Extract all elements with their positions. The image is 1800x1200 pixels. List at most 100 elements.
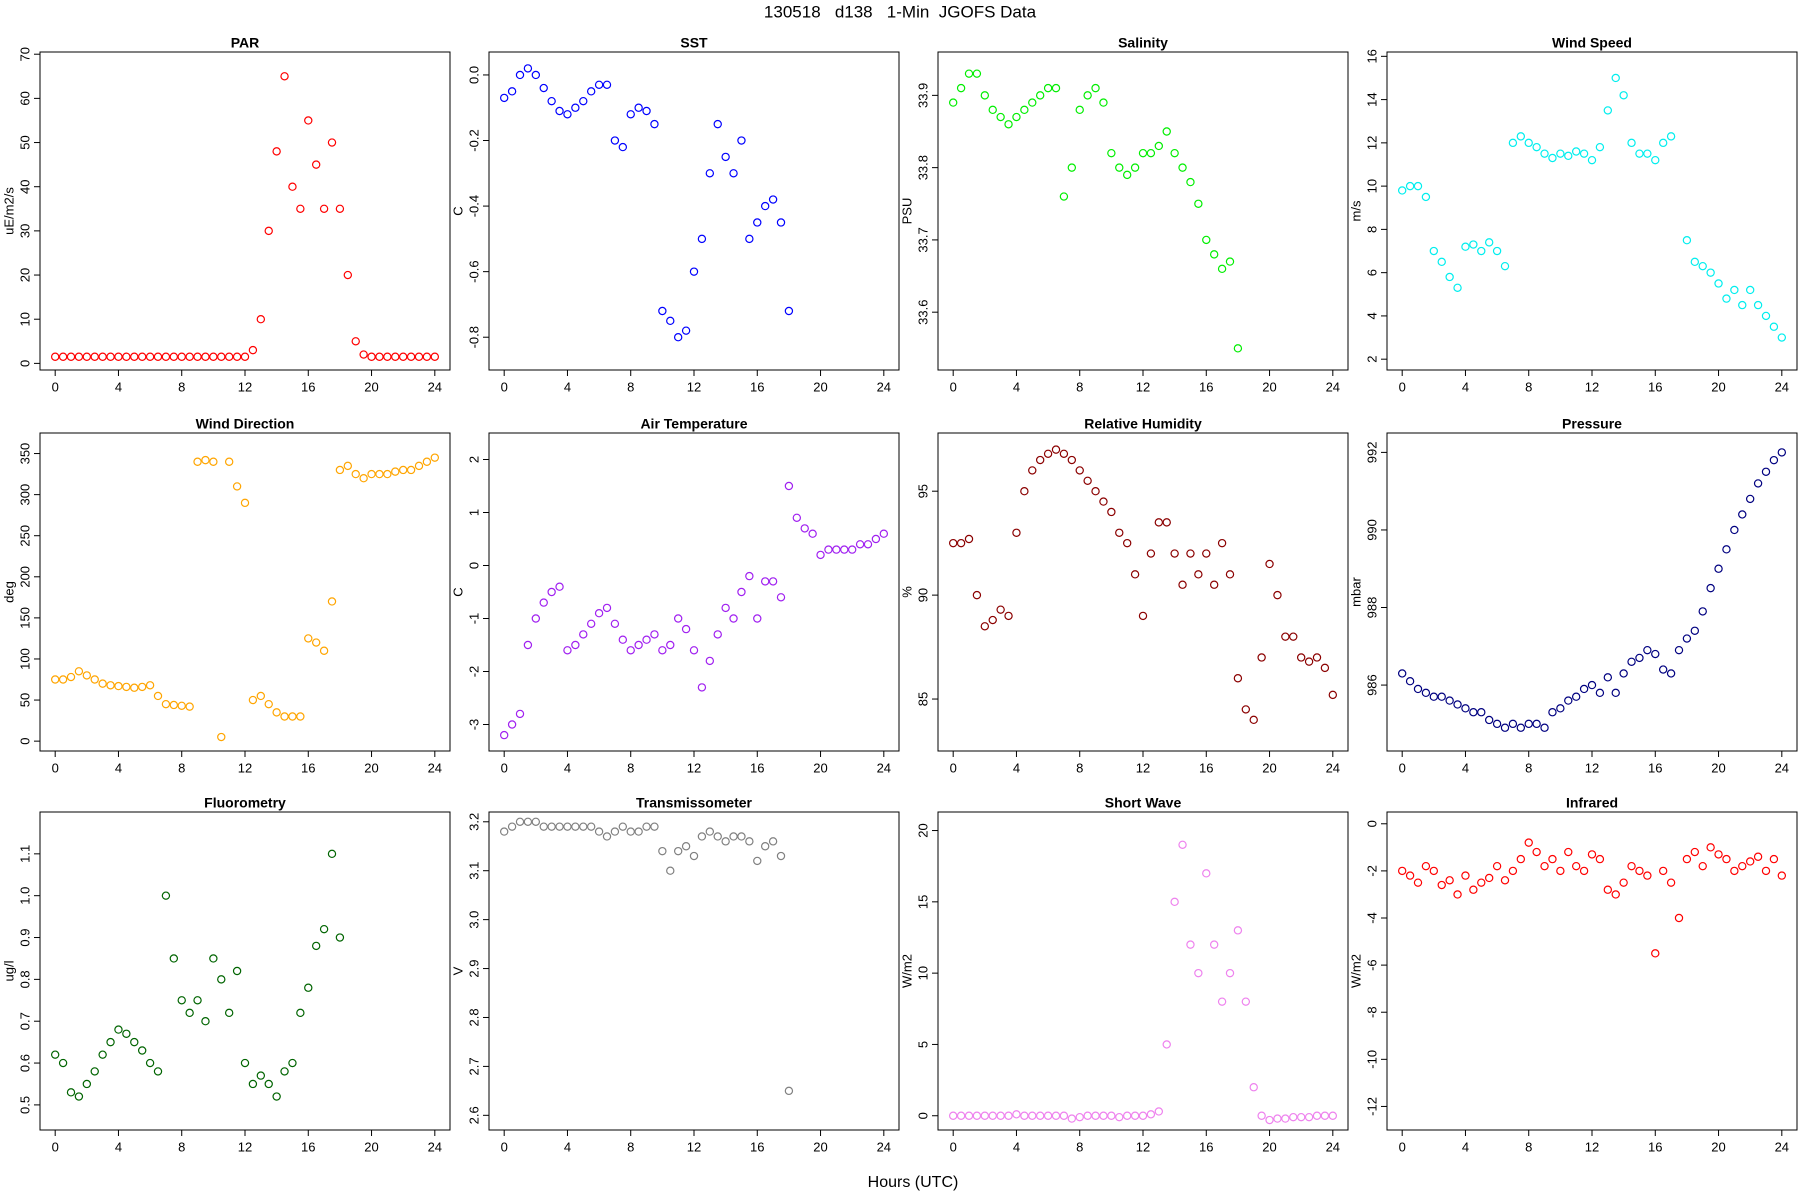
- data-point: [1745, 494, 1755, 504]
- data-point: [689, 267, 699, 276]
- data-point: [351, 337, 360, 346]
- y-tick-label: 986: [1364, 674, 1379, 696]
- data-point: [1265, 1115, 1274, 1125]
- x-tick-label: 8: [1525, 379, 1532, 394]
- panel: PAR uE/m2/s 0 4 8 12 16 20 24 0 10 20 30 40 50 60 70: [1, 35, 451, 394]
- data-point: [507, 720, 517, 729]
- data-point: [594, 827, 604, 836]
- data-point: [1186, 940, 1195, 949]
- y-tick-label: 250: [17, 525, 32, 547]
- data-point: [776, 593, 786, 602]
- data-point: [1658, 138, 1668, 148]
- data-point: [1540, 149, 1549, 158]
- panel-title: Short Wave: [1105, 795, 1182, 811]
- y-tick-label: 300: [17, 484, 32, 506]
- data-point: [311, 941, 321, 951]
- data-point: [531, 614, 541, 623]
- data-point: [122, 682, 131, 692]
- data-point: [1453, 283, 1462, 292]
- data-point: [948, 1111, 958, 1120]
- data-point: [304, 634, 313, 643]
- data-point: [1651, 949, 1660, 958]
- y-axis-label: W/m2: [899, 954, 914, 988]
- data-point: [137, 682, 147, 692]
- data-point: [1500, 723, 1510, 732]
- y-tick-label: -12: [1364, 1097, 1379, 1116]
- data-point: [1524, 138, 1533, 148]
- x-tick-label: 0: [1399, 379, 1406, 394]
- data-point: [1690, 626, 1700, 635]
- data-point: [1571, 692, 1581, 701]
- data-point: [1437, 257, 1446, 267]
- data-point: [871, 534, 881, 544]
- data-point: [422, 352, 432, 361]
- y-tick-label: 15: [915, 895, 930, 909]
- data-point: [705, 827, 715, 836]
- data-point: [555, 582, 564, 591]
- data-point: [1122, 538, 1132, 548]
- data-point: [1698, 607, 1707, 616]
- data-point: [422, 457, 432, 466]
- x-tick-label: 0: [501, 1139, 508, 1154]
- y-tick-label: 12: [1364, 136, 1379, 150]
- x-tick-label: 16: [301, 1139, 315, 1154]
- plot-frame: [937, 432, 1349, 752]
- data-point: [610, 619, 620, 629]
- data-point: [1445, 272, 1454, 282]
- data-point: [232, 966, 242, 976]
- data-point: [1186, 549, 1195, 558]
- data-point: [1540, 861, 1549, 871]
- data-point: [879, 529, 889, 538]
- data-point: [1611, 890, 1620, 899]
- data-point: [288, 182, 297, 191]
- data-point: [1217, 997, 1227, 1006]
- data-point: [713, 832, 722, 841]
- data-point: [1690, 257, 1700, 267]
- data-point: [1643, 871, 1652, 880]
- data-point: [1508, 719, 1518, 729]
- y-tick-label: 990: [1364, 519, 1379, 541]
- data-point: [1257, 1111, 1266, 1120]
- data-point: [673, 614, 683, 623]
- data-point: [1730, 285, 1739, 295]
- data-point: [248, 695, 258, 705]
- data-point: [1666, 878, 1676, 887]
- data-point: [98, 679, 107, 688]
- data-point: [563, 822, 572, 831]
- x-tick-label: 0: [501, 379, 508, 394]
- x-tick-label: 20: [1262, 379, 1276, 394]
- data-point: [217, 975, 226, 984]
- data-point: [1524, 838, 1533, 847]
- data-point: [594, 80, 604, 89]
- data-point: [753, 856, 762, 866]
- data-point: [1209, 580, 1219, 589]
- data-point: [311, 160, 321, 169]
- y-tick-label: 70: [17, 47, 32, 61]
- x-tick-label: 12: [1136, 1139, 1150, 1154]
- x-tick-label: 16: [750, 379, 764, 394]
- x-tick-label: 16: [1648, 760, 1662, 775]
- y-tick-label: -4: [1364, 912, 1379, 924]
- data-point: [681, 624, 691, 634]
- data-point: [375, 469, 384, 479]
- data-point: [948, 538, 958, 548]
- data-point: [1186, 177, 1195, 187]
- data-point: [1328, 1111, 1338, 1120]
- data-point: [1587, 850, 1597, 859]
- data-point: [579, 822, 588, 831]
- data-point: [808, 529, 817, 538]
- data-point: [272, 1092, 281, 1101]
- data-point: [1202, 869, 1211, 878]
- data-point: [280, 1067, 289, 1076]
- data-point: [1059, 1111, 1069, 1120]
- data-point: [768, 837, 778, 846]
- data-point: [256, 315, 266, 324]
- data-point: [319, 646, 329, 655]
- data-point: [90, 352, 99, 361]
- data-point: [98, 1050, 107, 1059]
- data-point: [515, 709, 525, 719]
- y-tick-label: 988: [1364, 597, 1379, 619]
- data-point: [579, 96, 588, 106]
- data-point: [626, 646, 635, 655]
- data-point: [610, 827, 620, 836]
